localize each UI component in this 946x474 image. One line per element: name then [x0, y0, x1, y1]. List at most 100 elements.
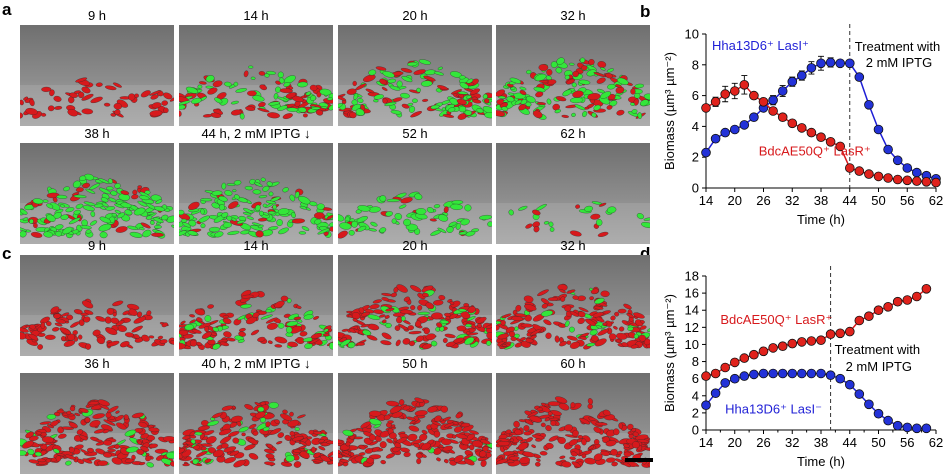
data-point-blue [768, 368, 778, 379]
y-tick-label: 10 [685, 337, 699, 352]
panel-letter-d: d [640, 244, 651, 263]
data-point-blue [749, 112, 759, 122]
y-tick-label: 6 [692, 371, 699, 386]
biofilm-render [20, 25, 174, 126]
tile-label: 9 h [87, 238, 107, 253]
x-tick-label: 50 [871, 435, 885, 450]
data-point-red [730, 86, 740, 96]
biofilm-render [496, 255, 650, 356]
data-point-red [768, 106, 778, 116]
y-tick-label: 0 [692, 423, 699, 438]
series-label-blue: Hha13D6⁺ LasI⁺ [712, 38, 809, 53]
data-point-red [730, 357, 740, 368]
data-point-red [777, 112, 788, 122]
x-tick-label: 26 [756, 193, 770, 208]
tile-label: 9 h [87, 8, 107, 23]
treatment-annotation: 2 mM IPTG [846, 359, 912, 374]
x-tick-label: 38 [814, 435, 828, 450]
biofilm-render [179, 373, 333, 474]
data-point-red [883, 301, 893, 312]
data-point-blue [768, 95, 778, 105]
data-point-red [768, 343, 778, 353]
x-tick-label: 20 [728, 193, 742, 208]
data-point-blue [892, 420, 903, 431]
data-point-blue [720, 378, 730, 388]
data-point-blue [701, 400, 711, 411]
biofilm-image-tile [20, 373, 174, 474]
y-tick-label: 16 [685, 286, 699, 301]
y-tick-label: 8 [692, 354, 699, 369]
data-point-red [749, 90, 759, 101]
x-tick-label: 44 [843, 435, 857, 450]
y-tick-label: 8 [692, 57, 699, 72]
data-point-blue [797, 70, 807, 81]
data-point-red [931, 177, 941, 188]
biofilm-image-tile [20, 143, 174, 244]
x-tick-label: 32 [785, 435, 799, 450]
biofilm-image-tile [496, 143, 650, 244]
y-axis-label: Biomass (µm³ µm⁻²) [662, 294, 677, 412]
data-point-blue [806, 368, 817, 379]
y-tick-label: 6 [692, 88, 699, 103]
data-point-red [816, 132, 826, 142]
data-point-blue [854, 72, 865, 82]
data-point-blue [883, 144, 893, 155]
biofilm-render [496, 25, 650, 126]
data-point-red [825, 137, 836, 147]
biofilm-image-tile [179, 373, 333, 474]
data-point-blue [777, 86, 788, 96]
data-point-red [797, 123, 807, 133]
chart-panel-d: 0 2 4 6 8 10 12 14 16 18 14 20 26 32 38 44 50 56 62 Time (h… [648, 262, 943, 469]
biofilm-render [338, 255, 492, 356]
data-point-blue [787, 368, 798, 379]
series-label-red: BdcAE50Q⁺ LasR⁺ [720, 312, 832, 327]
data-point-blue [902, 163, 913, 173]
data-point-red [854, 166, 865, 176]
data-point-blue [883, 415, 893, 426]
data-point-blue [921, 423, 932, 434]
data-point-blue [758, 368, 769, 379]
data-point-red [825, 329, 836, 339]
data-point-blue [873, 124, 884, 135]
data-point-red [911, 176, 922, 186]
data-point-red [701, 103, 711, 113]
tile-label: 40 h, 2 mM IPTG ↓ [201, 356, 311, 371]
tile-label: 38 h [84, 126, 110, 141]
biofilm-image-tile [496, 255, 650, 356]
y-tick-label: 0 [692, 181, 699, 196]
biofilm-image-tile [179, 255, 333, 356]
x-tick-label: 56 [900, 193, 914, 208]
biofilm-render [179, 255, 333, 356]
data-point-red [806, 127, 817, 138]
y-tick-label: 14 [685, 303, 699, 318]
data-point-red [806, 336, 817, 346]
y-tick-label: 4 [692, 119, 699, 134]
chart-svg: 0 2 4 6 8 10 14 20 26 32 38 44 50 56 62 Time (h) Biomass… [662, 24, 943, 227]
biofilm-image-tile [179, 143, 333, 244]
biofilm-image-tile [338, 255, 492, 356]
y-tick-label: 10 [685, 27, 699, 42]
data-point-red [845, 326, 855, 337]
data-point-blue [710, 388, 721, 398]
biofilm-image-tile [496, 25, 650, 126]
data-point-red [710, 97, 721, 107]
biofilm-render [179, 143, 333, 244]
scale-bar [625, 458, 653, 462]
x-tick-label: 26 [756, 435, 770, 450]
y-tick-label: 12 [685, 320, 699, 335]
data-point-blue [911, 167, 922, 178]
panel-letter-a: a [2, 0, 12, 19]
panel-letter-c: c [2, 244, 12, 263]
biofilm-image-tile [20, 255, 174, 356]
data-point-blue [816, 368, 826, 379]
data-point-red [873, 305, 884, 315]
data-point-red [902, 295, 913, 305]
x-axis-label: Time (h) [797, 212, 845, 227]
treatment-annotation: 2 mM IPTG [866, 55, 932, 70]
chart-svg: 0 2 4 6 8 10 12 14 16 18 14 20 26 32 38 44 50 56 62 Time (h… [662, 266, 943, 469]
data-point-blue [701, 147, 711, 158]
data-point-red [873, 171, 884, 182]
biofilm-render [496, 143, 650, 244]
x-tick-label: 32 [785, 193, 799, 208]
y-tick-label: 18 [685, 269, 699, 284]
